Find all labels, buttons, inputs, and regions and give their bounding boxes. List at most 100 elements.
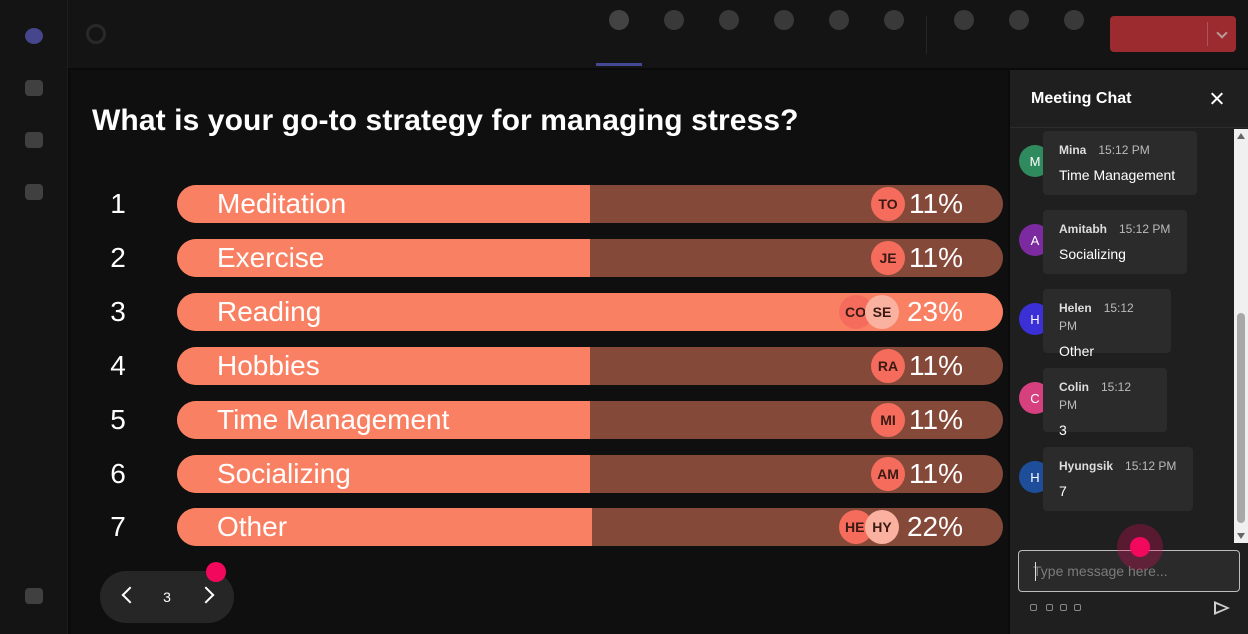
attach-icon[interactable] <box>1046 604 1053 611</box>
option-label: Hobbies <box>217 350 320 381</box>
activity-icon <box>25 28 43 44</box>
chat-button[interactable] <box>595 10 643 60</box>
rail-help[interactable] <box>4 574 64 622</box>
sender-initial: M <box>1029 153 1041 169</box>
option-number: 7 <box>110 511 126 542</box>
poll-option-row: 2 Exercise 11% JE <box>70 239 1008 277</box>
result-bar: Exercise 11% JE <box>177 239 1003 277</box>
sender-initial: C <box>1030 390 1040 406</box>
result-bar: Meditation 11% TO <box>177 185 1003 223</box>
meeting-info-icon[interactable] <box>86 24 106 44</box>
cursor-indicator <box>1130 537 1150 557</box>
poll-question: What is your go-to strategy for managing… <box>92 104 799 137</box>
chat-panel: Meeting Chat M Mina 15:12 PM Time Managemen… <box>1010 70 1248 634</box>
text-caret <box>1035 562 1036 581</box>
message-text: Time Management <box>1059 167 1176 183</box>
view-icon <box>829 10 849 30</box>
active-tab-indicator <box>596 63 642 66</box>
scroll-down-icon[interactable] <box>1237 533 1245 539</box>
result-bar: Time Management 11% MI <box>177 401 1003 439</box>
top-bar <box>68 0 1248 68</box>
option-percent: 11% <box>909 242 963 273</box>
rail-activity[interactable] <box>4 14 64 62</box>
share-button[interactable] <box>1050 10 1098 60</box>
message-text: 7 <box>1059 483 1067 499</box>
sender-name: Mina <box>1059 143 1087 157</box>
option-number: 6 <box>110 458 126 489</box>
result-bar-fill <box>177 239 590 277</box>
result-bar-fill <box>177 508 592 546</box>
scroll-thumb[interactable] <box>1237 313 1245 523</box>
react-icon <box>774 10 794 30</box>
rail-files[interactable] <box>4 118 64 166</box>
more-button[interactable] <box>870 10 918 60</box>
poll-option-row: 6 Socializing 11% AM <box>70 455 1008 493</box>
react-button[interactable] <box>760 10 808 60</box>
help-icon <box>25 588 43 604</box>
people-button[interactable] <box>650 10 698 60</box>
result-bar-fill <box>177 185 590 223</box>
voter-avatar: AM <box>871 457 905 491</box>
sender-name: Hyungsik <box>1059 459 1114 473</box>
chat-scrollbar[interactable] <box>1234 129 1248 543</box>
rail-settings[interactable] <box>4 170 64 218</box>
result-bar-fill <box>177 455 590 493</box>
option-percent: 11% <box>909 350 963 381</box>
camera-icon <box>954 10 974 30</box>
poll-option-row: 7 Other 22% HE HY <box>70 508 1008 546</box>
message-input[interactable] <box>1033 551 1229 591</box>
option-label: Exercise <box>217 242 325 273</box>
voter-avatar: SE <box>865 295 899 329</box>
people-icon <box>664 10 684 30</box>
camera-button[interactable] <box>940 10 988 60</box>
raise-hand-icon <box>719 10 739 30</box>
leave-button[interactable] <box>1110 16 1236 52</box>
message-text: 3 <box>1059 422 1067 438</box>
sender-initial: H <box>1030 469 1040 485</box>
poll-option-row: 3 Reading 23% CO SE <box>70 293 1008 331</box>
result-bar: Other 22% HE HY <box>177 508 1003 546</box>
gif-icon[interactable] <box>1074 604 1081 611</box>
sender-initial: H <box>1030 311 1040 327</box>
files-icon <box>25 132 43 148</box>
chat-title: Meeting Chat <box>1031 90 1132 107</box>
chat-header: Meeting Chat <box>1010 70 1248 128</box>
page-number: 3 <box>163 589 171 605</box>
mic-icon <box>1009 10 1029 30</box>
chevron-down-icon[interactable] <box>1216 27 1228 39</box>
rail-participants[interactable] <box>4 66 64 114</box>
option-number: 3 <box>110 296 126 327</box>
settings-icon <box>25 184 43 200</box>
format-icon[interactable] <box>1030 604 1037 611</box>
chat-message: Amitabh 15:12 PM Socializing <box>1043 210 1187 274</box>
message-time: 15:12 PM <box>1125 459 1177 473</box>
chat-icon <box>609 10 629 30</box>
emoji-icon[interactable] <box>1060 604 1067 611</box>
raise-hand-button[interactable] <box>705 10 753 60</box>
option-number: 1 <box>110 188 126 219</box>
sender-initial: A <box>1030 232 1040 248</box>
message-text: Other <box>1059 343 1095 359</box>
view-button[interactable] <box>815 10 863 60</box>
sender-name: Colin <box>1059 380 1089 394</box>
option-percent: 22% <box>906 511 963 542</box>
voter-avatar: HE <box>839 510 873 544</box>
option-percent: 11% <box>909 188 963 219</box>
close-icon[interactable] <box>1206 88 1228 110</box>
message-composer[interactable] <box>1018 550 1240 592</box>
option-number: 4 <box>110 350 126 381</box>
option-label: Other <box>217 511 288 542</box>
voter-avatar: RA <box>871 349 905 383</box>
mic-button[interactable] <box>995 10 1043 60</box>
voter-avatar: TO <box>871 187 905 221</box>
sender-name: Helen <box>1059 301 1092 315</box>
option-label: Time Management <box>217 404 450 435</box>
option-label: Meditation <box>217 188 347 219</box>
participants-icon <box>25 80 43 96</box>
message-time: 15:12 PM <box>1119 222 1171 236</box>
sender-name: Amitabh <box>1059 222 1107 236</box>
poll-area: What is your go-to strategy for managing… <box>70 70 1008 634</box>
option-label: Socializing <box>217 458 351 489</box>
scroll-up-icon[interactable] <box>1237 133 1245 139</box>
result-bar: Hobbies 11% RA <box>177 347 1003 385</box>
